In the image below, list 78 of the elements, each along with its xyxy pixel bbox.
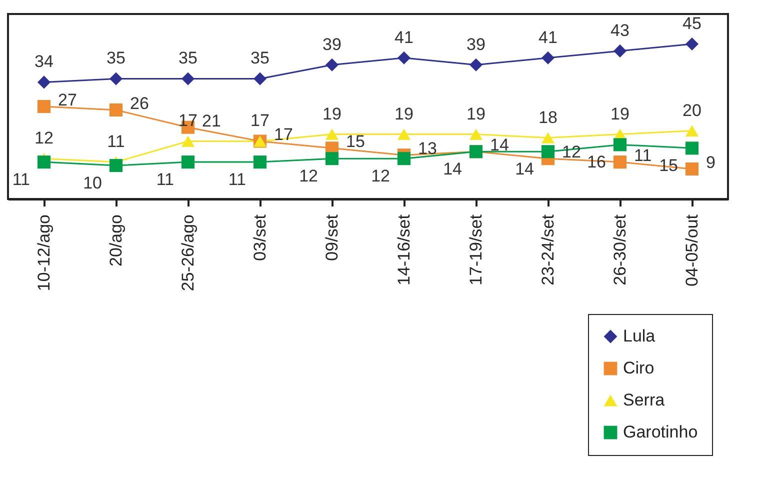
- x-tick-label: 25-26/ago: [178, 214, 198, 292]
- x-tick-label: 26-30/set: [610, 214, 630, 286]
- data-label: 19: [322, 104, 342, 124]
- point: [685, 142, 699, 155]
- point: [109, 103, 123, 116]
- data-label: 19: [610, 104, 630, 124]
- point: [685, 37, 699, 51]
- data-label: 9: [706, 153, 716, 172]
- point: [541, 51, 555, 64]
- data-label: 19: [466, 104, 486, 124]
- point: [397, 128, 411, 140]
- point: [613, 156, 627, 169]
- point: [181, 72, 195, 86]
- data-label: 11: [107, 132, 125, 152]
- legend-label: Ciro: [623, 358, 654, 378]
- point: [613, 44, 627, 58]
- data-label: 27: [58, 90, 77, 110]
- point: [37, 76, 51, 89]
- data-label: 21: [202, 111, 221, 130]
- point: [325, 128, 339, 140]
- x-tick-label: 04-05/out: [682, 214, 702, 286]
- data-label: 18: [538, 108, 558, 127]
- point: [541, 132, 555, 144]
- point: [109, 72, 123, 86]
- point: [541, 145, 555, 158]
- data-label: 13: [418, 139, 437, 158]
- point: [325, 58, 339, 72]
- data-label: 26: [130, 94, 149, 113]
- point: [181, 156, 195, 169]
- point: [253, 72, 267, 86]
- data-label: 14: [515, 160, 534, 179]
- data-label: 34: [34, 52, 54, 72]
- point: [613, 138, 627, 152]
- point: [37, 156, 51, 169]
- data-label: 11: [12, 170, 30, 190]
- data-label: 39: [322, 34, 342, 54]
- data-label: 14: [443, 160, 462, 179]
- data-label: 45: [682, 14, 702, 33]
- point: [37, 100, 51, 114]
- point: [685, 162, 699, 176]
- data-label: 19: [394, 104, 414, 124]
- data-label: 11: [156, 170, 174, 190]
- x-tick-label: 20/ago: [106, 214, 126, 266]
- data-label: 35: [250, 48, 270, 68]
- data-label: 39: [466, 34, 486, 54]
- point: [181, 136, 195, 147]
- point: [469, 128, 483, 140]
- data-label: 17: [250, 111, 270, 130]
- x-tick-label: 03/set: [250, 214, 270, 261]
- data-label: 41: [394, 28, 414, 47]
- data-label: 14: [490, 136, 509, 155]
- x-tick-label: 23-24/set: [538, 214, 558, 286]
- x-tick-label: 14-16/set: [394, 214, 414, 286]
- data-label: 41: [538, 28, 558, 47]
- data-label: 15: [346, 132, 365, 152]
- point: [253, 156, 267, 169]
- point: [685, 125, 699, 136]
- point: [397, 51, 411, 64]
- point: [469, 58, 483, 72]
- data-label: 12: [299, 166, 318, 186]
- data-label: 11: [634, 146, 652, 166]
- data-label: 12: [34, 128, 54, 148]
- data-label: 35: [106, 48, 126, 68]
- x-tick-label: 10-12/ago: [34, 214, 54, 292]
- legend-label: Lula: [623, 326, 656, 346]
- point: [109, 159, 123, 172]
- data-label: 20: [682, 100, 702, 120]
- data-label: 43: [610, 20, 630, 40]
- x-tick-label: 17-19/set: [466, 214, 486, 286]
- data-label: 10: [83, 174, 102, 193]
- legend-label: Serra: [623, 390, 666, 410]
- legend-label: Garotinho: [623, 422, 698, 442]
- data-label: 12: [371, 166, 390, 186]
- point: [325, 152, 339, 166]
- point: [397, 152, 411, 166]
- data-label: 35: [178, 48, 198, 68]
- x-tick-label: 09/set: [322, 214, 342, 261]
- data-label: 11: [228, 170, 246, 190]
